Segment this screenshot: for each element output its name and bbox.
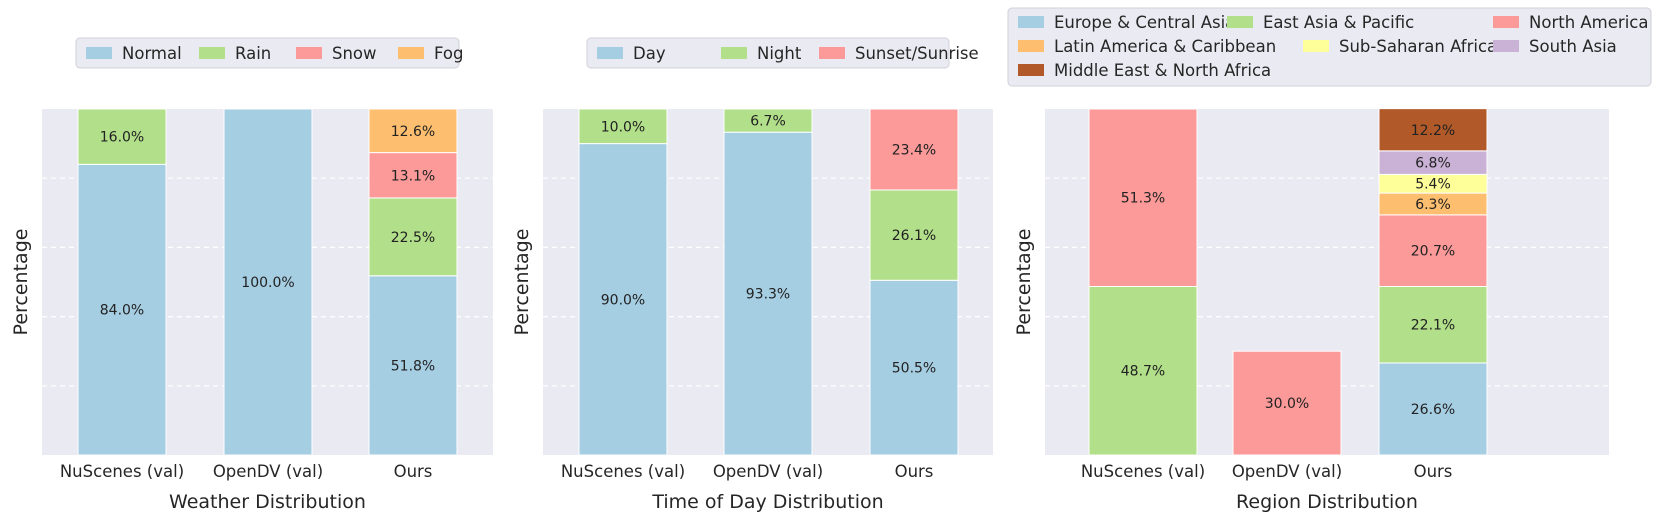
data-label-ours-south-asia: 6.8% xyxy=(1415,156,1451,172)
bar-ours-sunset-sunrise xyxy=(869,108,959,191)
data-label-nuscenes-val-north-america: 51.3% xyxy=(1121,191,1165,207)
legend-swatch-snow xyxy=(296,47,322,59)
bar-ours-north-america xyxy=(1378,214,1488,287)
panel-region-distribution: 48.7% 51.3% NuScenes (val) 30.0% OpenDV (val… xyxy=(1007,7,1652,513)
data-label-nuscenes-val-day: 90.0% xyxy=(601,292,645,308)
data-label-nuscenes-val-night: 10.0% xyxy=(601,119,645,135)
legend-swatch-latin-america-caribbean xyxy=(1018,40,1044,52)
data-label-opendv-val-night: 6.7% xyxy=(750,114,786,130)
legend-label-europe-central-asia: Europe & Central Asia xyxy=(1054,13,1235,32)
data-label-nuscenes-val-east-asia-pacific: 48.7% xyxy=(1121,364,1165,380)
bar-nuscenes-val-normal xyxy=(77,163,167,456)
panel-weather-distribution: 84.0% 16.0% NuScenes (val) 100.0% OpenDV (va… xyxy=(10,37,493,513)
data-label-nuscenes-val-rain: 16.0% xyxy=(100,130,144,146)
legend-swatch-europe-central-asia xyxy=(1018,16,1044,28)
data-label-opendv-val-north-america: 30.0% xyxy=(1265,396,1309,412)
legend: Normal Rain Snow Fog xyxy=(75,37,463,69)
data-label-ours-europe-central-asia: 26.6% xyxy=(1411,402,1455,418)
legend-label-sub-saharan-africa: Sub-Saharan Africa xyxy=(1339,37,1497,56)
legend-swatch-normal xyxy=(86,47,112,59)
x-tick-label: NuScenes (val) xyxy=(561,462,685,481)
legend-swatch-sub-saharan-africa xyxy=(1303,40,1329,52)
legend-label-latin-america-caribbean: Latin America & Caribbean xyxy=(1054,37,1276,56)
legend-label-fog: Fog xyxy=(434,44,463,63)
data-label-ours-north-america: 20.7% xyxy=(1411,244,1455,260)
bar-opendv-val-normal xyxy=(223,108,313,456)
bar-ours-snow xyxy=(368,152,458,199)
legend-label-night: Night xyxy=(757,44,802,63)
data-label-ours-day: 50.5% xyxy=(892,361,936,377)
data-label-ours-east-asia-pacific: 22.1% xyxy=(1411,318,1455,334)
legend-label-day: Day xyxy=(633,44,666,63)
legend-swatch-night xyxy=(721,47,747,59)
legend-label-normal: Normal xyxy=(122,44,182,63)
legend-swatch-fog xyxy=(398,47,424,59)
data-label-ours-latin-america-caribbean: 6.3% xyxy=(1415,197,1451,213)
legend-label-snow: Snow xyxy=(332,44,377,63)
y-axis-label: Percentage xyxy=(1013,229,1035,336)
panel-time-of-day-distribution: 90.0% 10.0% NuScenes (val) 93.3% 6.7% OpenDV … xyxy=(511,37,993,513)
legend: Europe & Central Asia East Asia & Pacific… xyxy=(1007,7,1652,87)
bar-ours-day xyxy=(869,279,959,456)
data-label-ours-snow: 13.1% xyxy=(391,168,435,184)
legend-swatch-middle-east-north-africa xyxy=(1018,64,1044,76)
bar-ours-east-asia-pacific xyxy=(1378,285,1488,364)
bar-ours-middle-east-north-africa xyxy=(1378,108,1488,152)
data-label-ours-fog: 12.6% xyxy=(391,124,435,140)
x-tick-label: Ours xyxy=(895,462,934,481)
bar-ours-rain xyxy=(368,197,458,277)
data-label-ours-sunset-sunrise: 23.4% xyxy=(892,142,936,158)
bar-opendv-val-north-america xyxy=(1232,350,1342,456)
legend: Day Night Sunset/Sunrise xyxy=(586,37,979,69)
legend-swatch-south-asia xyxy=(1493,40,1519,52)
x-tick-label: Ours xyxy=(1414,462,1453,481)
x-tick-label: NuScenes (val) xyxy=(60,462,184,481)
legend-box xyxy=(1007,7,1652,87)
data-label-opendv-val-day: 93.3% xyxy=(746,287,790,303)
x-axis-label: Region Distribution xyxy=(1236,491,1418,513)
bar-opendv-val-night xyxy=(723,108,813,133)
legend-label-north-america: North America xyxy=(1529,13,1648,32)
data-label-opendv-val-normal: 100.0% xyxy=(241,275,294,291)
data-label-ours-middle-east-north-africa: 12.2% xyxy=(1411,123,1455,139)
x-tick-label: Ours xyxy=(394,462,433,481)
bar-ours-europe-central-asia xyxy=(1378,362,1488,456)
bar-nuscenes-val-rain xyxy=(77,108,167,165)
legend-swatch-east-asia-pacific xyxy=(1227,16,1253,28)
x-tick-label: OpenDV (val) xyxy=(1232,462,1342,481)
legend-swatch-rain xyxy=(199,47,225,59)
y-axis-label: Percentage xyxy=(10,229,32,336)
x-tick-label: NuScenes (val) xyxy=(1081,462,1205,481)
bar-nuscenes-val-day xyxy=(578,143,668,456)
x-tick-label: OpenDV (val) xyxy=(713,462,823,481)
legend-box xyxy=(586,37,950,69)
data-label-ours-rain: 22.5% xyxy=(391,230,435,246)
legend-label-middle-east-north-africa: Middle East & North Africa xyxy=(1054,61,1271,80)
bar-ours-night xyxy=(869,189,959,281)
x-axis-label: Weather Distribution xyxy=(169,491,366,513)
legend-box xyxy=(75,37,460,69)
legend-label-rain: Rain xyxy=(235,44,271,63)
bar-ours-fog xyxy=(368,108,458,154)
x-axis-label: Time of Day Distribution xyxy=(651,491,883,513)
legend-label-sunset-sunrise: Sunset/Sunrise xyxy=(855,44,979,63)
data-label-ours-sub-saharan-africa: 5.4% xyxy=(1415,177,1451,193)
x-tick-label: OpenDV (val) xyxy=(213,462,323,481)
legend-swatch-north-america xyxy=(1493,16,1519,28)
bar-nuscenes-val-night xyxy=(578,108,668,145)
data-label-ours-night: 26.1% xyxy=(892,228,936,244)
legend-label-east-asia-pacific: East Asia & Pacific xyxy=(1263,13,1414,32)
data-label-nuscenes-val-normal: 84.0% xyxy=(100,303,144,319)
bar-ours-normal xyxy=(368,275,458,456)
legend-swatch-sunset-sunrise xyxy=(819,47,845,59)
legend-swatch-day xyxy=(597,47,623,59)
bar-opendv-val-day xyxy=(723,131,813,456)
data-label-ours-normal: 51.8% xyxy=(391,358,435,374)
legend-label-south-asia: South Asia xyxy=(1529,37,1617,56)
bar-nuscenes-val-north-america xyxy=(1088,108,1198,287)
y-axis-label: Percentage xyxy=(511,229,533,336)
